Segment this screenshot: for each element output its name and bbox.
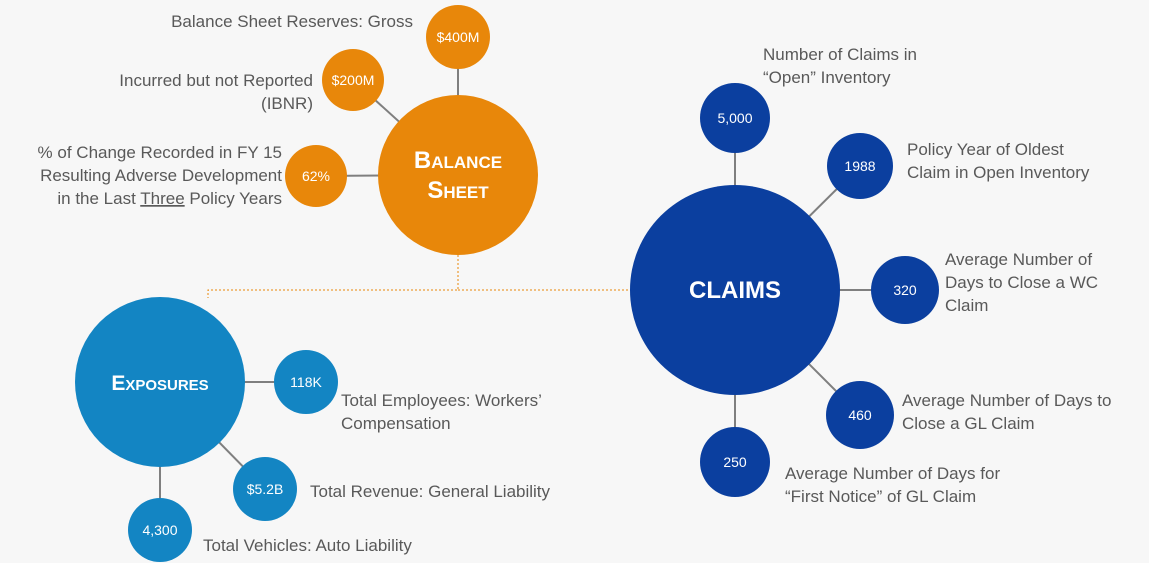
value-circle xyxy=(274,350,338,414)
nodes: $400M Balance Sheet Reserves: Gross $200M I… xyxy=(38,5,1111,562)
hub-title: Exposures xyxy=(111,372,208,395)
label-part: Policy Years xyxy=(185,189,282,208)
hub-circle xyxy=(378,95,538,255)
hub-title: Sheet xyxy=(427,177,489,204)
value-circle xyxy=(700,83,770,153)
label-part: in the Last xyxy=(57,189,140,208)
label: % of Change Recorded in FY 15 xyxy=(38,143,282,162)
value-circle xyxy=(826,381,894,449)
value: $400M xyxy=(437,29,480,45)
hub-circle xyxy=(630,185,840,395)
label: Balance Sheet Reserves: Gross xyxy=(171,12,413,31)
value: 250 xyxy=(723,454,747,470)
value-circle xyxy=(871,256,939,324)
label: “Open” Inventory xyxy=(763,68,891,87)
value: 5,000 xyxy=(717,110,752,126)
value-circle xyxy=(233,457,297,521)
hub-title: Balance xyxy=(414,147,502,174)
value-circle xyxy=(700,427,770,497)
value-circle xyxy=(322,49,384,111)
label: “First Notice” of GL Claim xyxy=(785,487,976,506)
value: 118K xyxy=(290,374,322,390)
value-circle xyxy=(426,5,490,69)
label: Average Number of Days for xyxy=(785,464,1000,483)
label: Total Vehicles: Auto Liability xyxy=(203,536,412,555)
label: Total Employees: Workers’ xyxy=(341,391,542,410)
label: Claim in Open Inventory xyxy=(907,163,1090,182)
hub-circle xyxy=(75,297,245,467)
label: Policy Year of Oldest xyxy=(907,140,1064,159)
label: Incurred but not Reported xyxy=(119,71,313,90)
label: Average Number of Days to xyxy=(902,391,1111,410)
label-part: Three xyxy=(140,189,184,208)
value: $200M xyxy=(332,72,375,88)
value: 460 xyxy=(848,407,872,423)
label: (IBNR) xyxy=(261,94,313,113)
value: 1988 xyxy=(844,158,875,174)
value: 4,300 xyxy=(142,522,177,538)
label: Days to Close a WC xyxy=(945,273,1098,292)
value-circle xyxy=(285,145,347,207)
label: Claim xyxy=(945,296,988,315)
label: Total Revenue: General Liability xyxy=(310,482,551,501)
value-circle xyxy=(827,133,893,199)
label: Close a GL Claim xyxy=(902,414,1035,433)
label: Average Number of xyxy=(945,250,1092,269)
label: in the Last Three Policy Years xyxy=(57,189,282,208)
label: Compensation xyxy=(341,414,451,433)
value-circle xyxy=(128,498,192,562)
value: $5.2B xyxy=(247,481,284,497)
hub-title: CLAIMS xyxy=(689,277,781,304)
dotted-connector xyxy=(207,255,459,298)
connectors xyxy=(207,255,630,298)
value: 62% xyxy=(302,168,330,184)
value: 320 xyxy=(893,282,917,298)
label: Resulting Adverse Development xyxy=(40,166,282,185)
label: Number of Claims in xyxy=(763,45,917,64)
